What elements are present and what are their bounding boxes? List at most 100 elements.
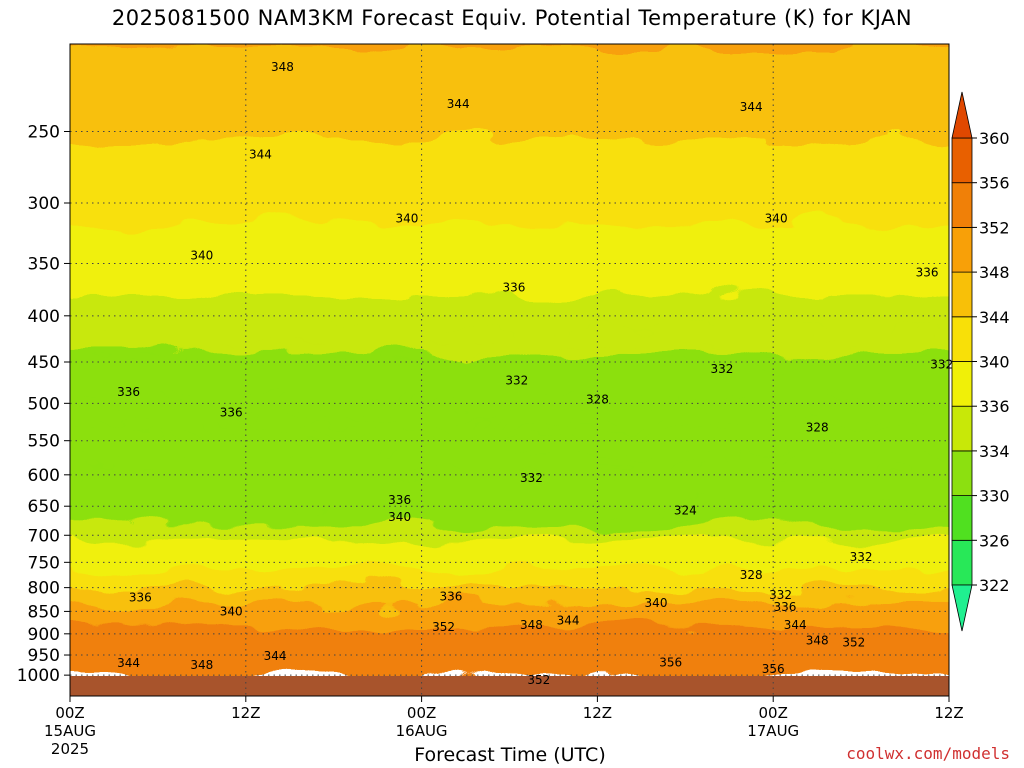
field-band bbox=[70, 306, 949, 313]
y-tick-label: 400 bbox=[28, 307, 60, 327]
contour-label: 344 bbox=[784, 618, 807, 632]
field-band bbox=[70, 315, 949, 322]
y-tick-label: 700 bbox=[28, 526, 60, 546]
y-tick-label: 1000 bbox=[17, 666, 60, 686]
field-band bbox=[70, 401, 949, 408]
field-band bbox=[70, 641, 949, 648]
field-band bbox=[70, 248, 949, 255]
field-band bbox=[70, 138, 949, 145]
colorbar-label: 330 bbox=[979, 487, 1010, 506]
field-band bbox=[70, 219, 949, 226]
field-band bbox=[70, 468, 949, 475]
field-band bbox=[70, 660, 949, 667]
contour-label: 332 bbox=[930, 358, 953, 372]
contour-label: 332 bbox=[769, 588, 792, 602]
colorbar-swatch bbox=[951, 271, 973, 318]
field-band bbox=[70, 85, 949, 92]
field-band bbox=[70, 555, 949, 562]
field-band bbox=[70, 488, 949, 494]
contour-label: 348 bbox=[806, 633, 829, 647]
contour-label: 352 bbox=[842, 635, 865, 649]
colorbar-swatch bbox=[951, 495, 973, 541]
field-band bbox=[70, 282, 949, 289]
chart-title: 2025081500 NAM3KM Forecast Equiv. Potent… bbox=[111, 6, 913, 30]
field-band bbox=[70, 90, 949, 97]
colorbar-swatch bbox=[951, 316, 973, 362]
field-band bbox=[70, 459, 949, 466]
colorbar-swatch bbox=[951, 137, 973, 184]
y-tick-label: 450 bbox=[28, 353, 60, 373]
field-band bbox=[70, 286, 949, 293]
field-band bbox=[70, 665, 949, 672]
contour-label: 332 bbox=[710, 362, 733, 376]
field-band bbox=[70, 358, 949, 365]
field-band bbox=[70, 535, 949, 542]
y-tick-label: 750 bbox=[28, 553, 60, 573]
field-band bbox=[70, 81, 949, 87]
field-band bbox=[70, 181, 949, 188]
field-band bbox=[70, 397, 949, 404]
field-band bbox=[70, 502, 949, 509]
field-band bbox=[70, 296, 949, 303]
field-band bbox=[70, 497, 949, 504]
field-band bbox=[70, 349, 949, 356]
field-band bbox=[70, 339, 949, 346]
contour-label: 340 bbox=[190, 249, 213, 263]
field-band bbox=[70, 272, 949, 279]
y-tick-label: 900 bbox=[28, 625, 60, 645]
field-band bbox=[70, 320, 949, 327]
field-band bbox=[70, 186, 949, 193]
field-band bbox=[30, 9, 989, 15]
x-tick-date: 16AUG bbox=[396, 722, 448, 740]
contour-label: 340 bbox=[220, 604, 243, 618]
contour-label: 352 bbox=[527, 673, 550, 687]
contour-label: 344 bbox=[264, 649, 287, 663]
field-band bbox=[70, 454, 949, 461]
x-tick-label: 00Z bbox=[759, 704, 788, 722]
field-band bbox=[70, 607, 949, 614]
contour-label: 336 bbox=[916, 265, 939, 279]
field-band bbox=[70, 492, 949, 499]
colorbar-high-arrow bbox=[951, 91, 973, 139]
field-band bbox=[70, 392, 949, 399]
field-band bbox=[70, 449, 949, 456]
colorbar-swatch bbox=[951, 539, 973, 586]
field-band bbox=[70, 511, 949, 518]
y-tick-label: 350 bbox=[28, 254, 60, 274]
y-tick-label: 600 bbox=[28, 466, 60, 486]
contour-label: 356 bbox=[659, 655, 682, 669]
field-band bbox=[70, 416, 949, 423]
field-band bbox=[70, 483, 949, 490]
contour-label: 336 bbox=[439, 589, 462, 603]
x-tick-label: 12Z bbox=[231, 704, 260, 722]
contour-label: 336 bbox=[502, 280, 525, 294]
field-band bbox=[70, 124, 949, 131]
contour-label: 348 bbox=[520, 618, 543, 632]
contour-label: 344 bbox=[557, 614, 580, 628]
field-band bbox=[70, 258, 949, 265]
field-band bbox=[70, 205, 949, 212]
field-band bbox=[70, 253, 949, 260]
contour-label: 340 bbox=[388, 510, 411, 524]
field-band bbox=[70, 593, 949, 600]
field-band bbox=[70, 669, 949, 676]
y-tick-label: 850 bbox=[28, 602, 60, 622]
field-band bbox=[70, 76, 949, 83]
field-band bbox=[70, 540, 949, 547]
x-tick-date: 17AUG bbox=[747, 722, 799, 740]
field-band bbox=[70, 167, 949, 174]
field-band bbox=[70, 66, 949, 73]
colorbar-swatch bbox=[951, 405, 973, 452]
colorbar-label: 334 bbox=[979, 442, 1010, 461]
field-band bbox=[70, 444, 949, 451]
contour-label: 356 bbox=[762, 662, 785, 676]
field-band bbox=[30, 28, 989, 34]
contour-label: 344 bbox=[447, 97, 470, 111]
colorbar-swatch bbox=[951, 361, 973, 407]
field-band bbox=[70, 133, 949, 140]
field-band bbox=[70, 210, 949, 217]
x-tick-label: 00Z bbox=[55, 704, 84, 722]
field-band bbox=[70, 57, 949, 64]
colorbar-label: 360 bbox=[979, 129, 1010, 148]
field-band bbox=[70, 473, 949, 480]
